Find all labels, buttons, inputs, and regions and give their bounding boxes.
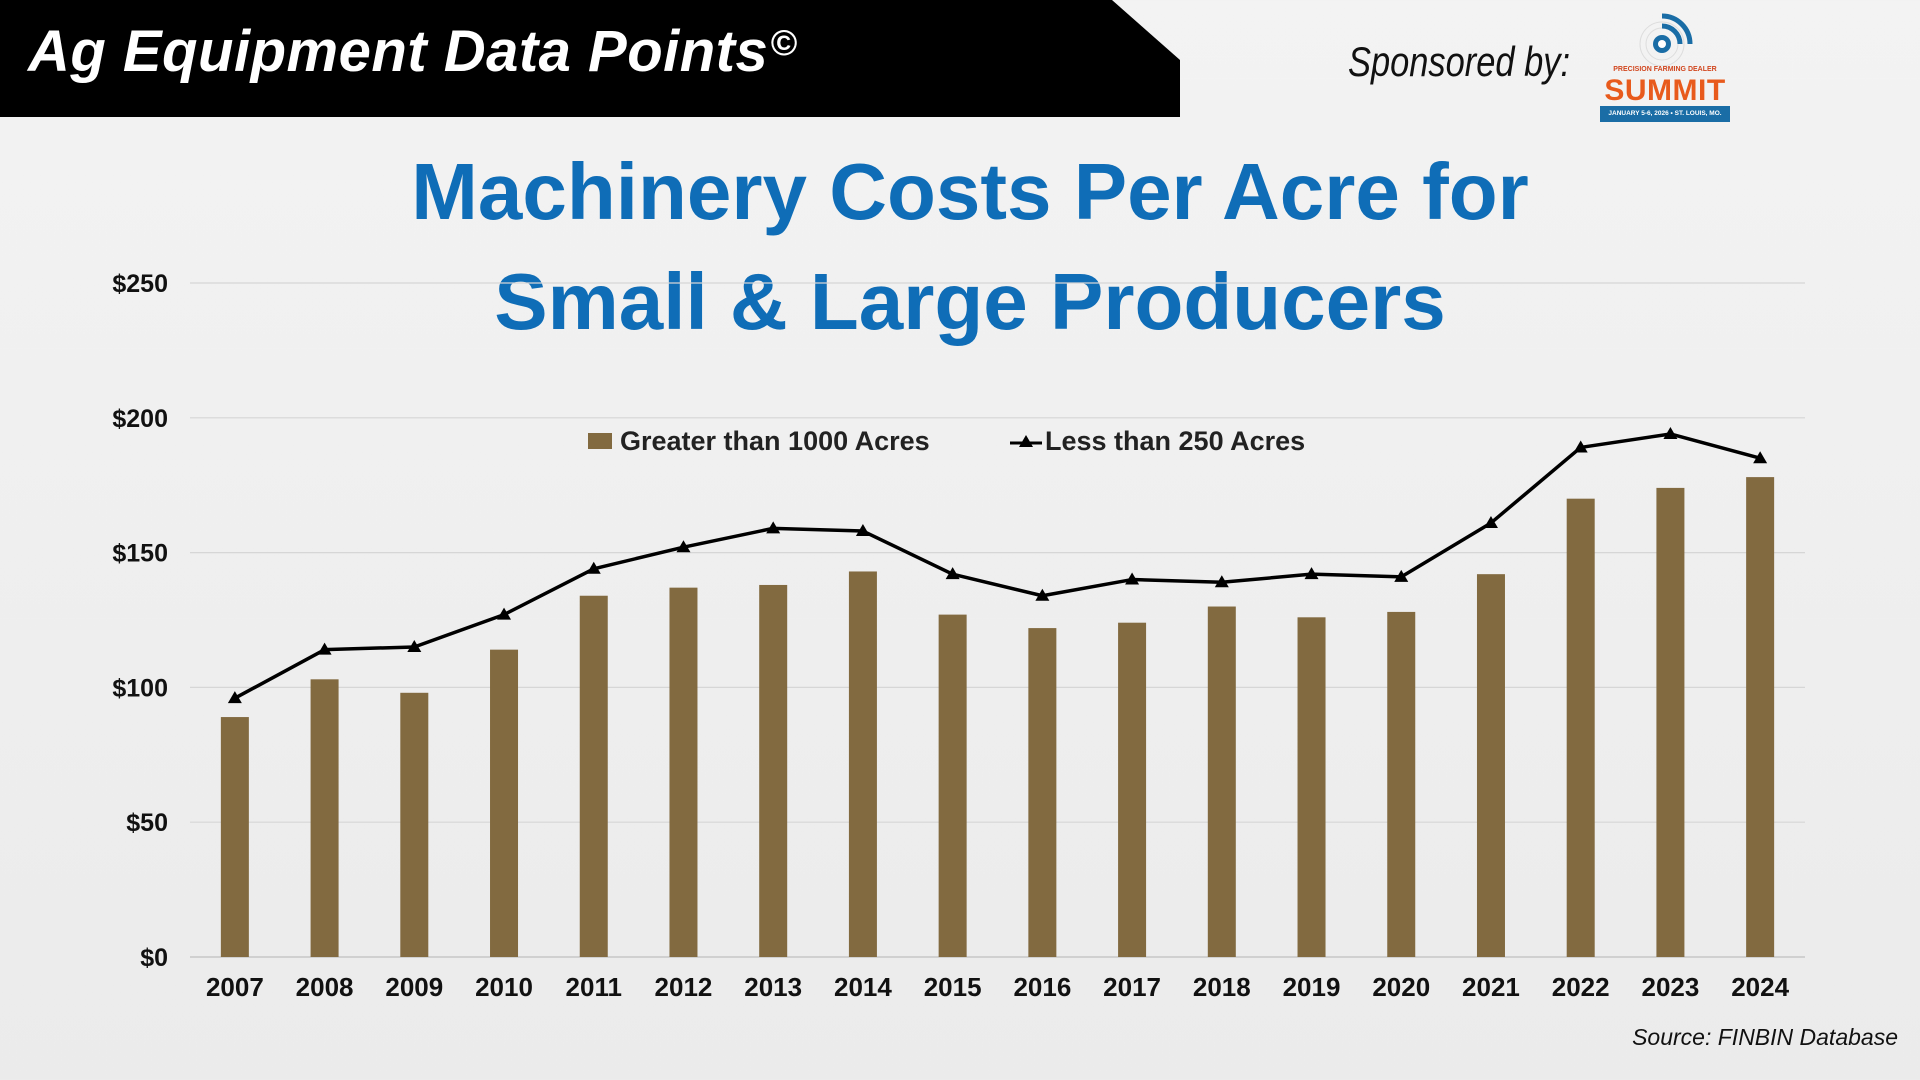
line-point bbox=[676, 540, 691, 553]
y-tick-label: $200 bbox=[112, 405, 168, 433]
bar bbox=[669, 587, 698, 957]
series-line bbox=[234, 432, 1761, 700]
line-point bbox=[586, 561, 601, 574]
line-point bbox=[1573, 440, 1588, 453]
bar bbox=[1028, 628, 1057, 957]
bar bbox=[1656, 487, 1685, 957]
y-tick-label: $0 bbox=[140, 944, 168, 972]
wifi-target-icon bbox=[1639, 13, 1693, 66]
legend-swatch-bar bbox=[588, 433, 612, 449]
x-tick-label: 2018 bbox=[1193, 972, 1251, 1002]
line-point bbox=[1394, 569, 1409, 582]
bar bbox=[1297, 617, 1326, 957]
x-tick-label: 2016 bbox=[1013, 972, 1071, 1002]
y-tick-label: $50 bbox=[126, 809, 168, 837]
bar bbox=[1207, 606, 1236, 957]
bar bbox=[938, 614, 967, 957]
header-banner bbox=[0, 0, 1180, 117]
x-tick-label: 2017 bbox=[1103, 972, 1161, 1002]
x-tick-label: 2011 bbox=[566, 972, 622, 1002]
bar bbox=[759, 584, 788, 957]
bar bbox=[1118, 622, 1147, 957]
bar bbox=[400, 692, 429, 957]
x-tick-label: 2022 bbox=[1552, 972, 1610, 1002]
x-tick-label: 2020 bbox=[1372, 972, 1430, 1002]
legend-label-line: Less than 250 Acres bbox=[1045, 426, 1305, 456]
source-note: Source: FINBIN Database bbox=[1632, 1024, 1898, 1050]
line-point bbox=[1304, 567, 1319, 580]
x-tick-label: 2023 bbox=[1641, 972, 1699, 1002]
bar bbox=[1387, 611, 1416, 957]
bar bbox=[220, 717, 249, 957]
bar bbox=[848, 571, 877, 957]
x-tick-label: 2008 bbox=[296, 972, 354, 1002]
legend-swatch-marker bbox=[1019, 435, 1033, 447]
y-tick-label: $250 bbox=[112, 270, 168, 298]
line-point bbox=[407, 639, 422, 652]
logo-small-text: PRECISION FARMING DEALER bbox=[1613, 66, 1717, 73]
line-point bbox=[1753, 451, 1768, 464]
sponsor-label: Sponsored by: bbox=[1348, 38, 1571, 85]
bar bbox=[310, 679, 339, 957]
line-point bbox=[1483, 515, 1498, 528]
bar bbox=[1476, 574, 1505, 957]
copyright-mark: © bbox=[770, 22, 798, 63]
x-tick-label: 2013 bbox=[744, 972, 802, 1002]
line-point bbox=[766, 521, 781, 534]
line-point bbox=[855, 524, 870, 537]
line-point bbox=[317, 642, 332, 655]
line-point bbox=[945, 567, 960, 580]
line-point bbox=[227, 691, 242, 704]
banner-title: Ag Equipment Data Points© bbox=[28, 19, 798, 84]
logo-date: JANUARY 5-6, 2026 • ST. LOUIS, MO. bbox=[1600, 106, 1730, 122]
chart-title-line1: Machinery Costs Per Acre for bbox=[411, 147, 1529, 236]
x-tick-label: 2015 bbox=[924, 972, 982, 1002]
x-tick-label: 2007 bbox=[206, 972, 264, 1002]
line-point bbox=[1214, 575, 1229, 588]
sponsor-logo: PRECISION FARMING DEALER SUMMIT JANUARY … bbox=[1600, 6, 1730, 122]
bar bbox=[579, 595, 608, 957]
y-tick-label: $150 bbox=[112, 540, 168, 568]
x-tick-label: 2019 bbox=[1283, 972, 1341, 1002]
x-tick-label: 2014 bbox=[834, 972, 892, 1002]
bar bbox=[1566, 498, 1595, 957]
bar bbox=[1746, 477, 1775, 957]
bar bbox=[490, 649, 519, 957]
x-tick-label: 2021 bbox=[1462, 972, 1520, 1002]
x-tick-label: 2010 bbox=[475, 972, 533, 1002]
chart-title-line2: Small & Large Producers bbox=[494, 257, 1446, 346]
line-point bbox=[1035, 588, 1050, 601]
x-tick-label: 2009 bbox=[385, 972, 443, 1002]
legend-label-bar: Greater than 1000 Acres bbox=[620, 426, 930, 456]
x-tick-label: 2024 bbox=[1731, 972, 1789, 1002]
line-point bbox=[1663, 426, 1678, 439]
line-point bbox=[497, 607, 512, 620]
x-tick-label: 2012 bbox=[655, 972, 713, 1002]
y-tick-label: $100 bbox=[112, 674, 168, 702]
line-point bbox=[1125, 572, 1140, 585]
logo-name: SUMMIT bbox=[1604, 74, 1726, 107]
